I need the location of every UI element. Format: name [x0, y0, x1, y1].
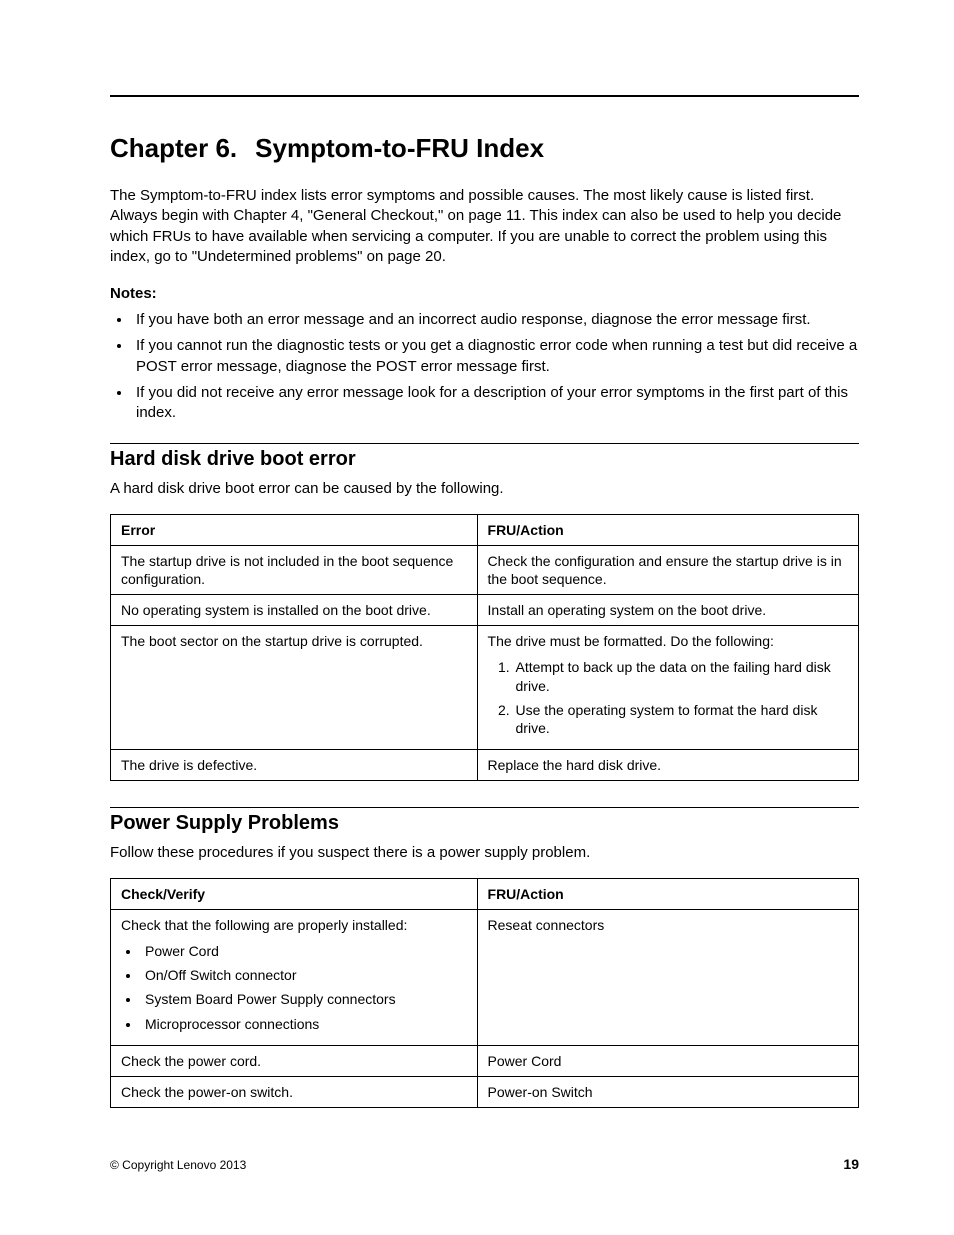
check-item: Microprocessor connections — [141, 1015, 467, 1033]
note-item: If you did not receive any error message… — [132, 383, 859, 424]
check-item: On/Off Switch connector — [141, 966, 467, 984]
chapter-title: Chapter 6. Symptom-to-FRU Index — [110, 133, 859, 164]
table-cell-action: Replace the hard disk drive. — [477, 750, 858, 781]
table-cell-error: The boot sector on the startup drive is … — [111, 626, 478, 750]
page-footer: © Copyright Lenovo 2013 19 — [110, 1156, 859, 1172]
table-cell-action: Reseat connectors — [477, 909, 858, 1045]
section-rule — [110, 807, 859, 808]
section-intro-psu: Follow these procedures if you suspect t… — [110, 843, 859, 863]
action-intro: The drive must be formatted. Do the foll… — [488, 633, 774, 649]
notes-list: If you have both an error message and an… — [110, 310, 859, 423]
table-header-row: Check/Verify FRU/Action — [111, 878, 859, 909]
section-rule — [110, 443, 859, 444]
check-item: Power Cord — [141, 942, 467, 960]
table-header-action: FRU/Action — [477, 878, 858, 909]
table-row: Check the power cord. Power Cord — [111, 1045, 859, 1076]
table-row: Check that the following are properly in… — [111, 909, 859, 1045]
table-row: The drive is defective. Replace the hard… — [111, 750, 859, 781]
table-hdd: Error FRU/Action The startup drive is no… — [110, 514, 859, 782]
table-header-row: Error FRU/Action — [111, 514, 859, 545]
table-cell-check: Check that the following are properly in… — [111, 909, 478, 1045]
check-item: System Board Power Supply connectors — [141, 990, 467, 1008]
table-cell-action: Install an operating system on the boot … — [477, 595, 858, 626]
table-row: The boot sector on the startup drive is … — [111, 626, 859, 750]
action-step: Attempt to back up the data on the faili… — [514, 658, 848, 694]
chapter-title-text: Symptom-to-FRU Index — [255, 133, 544, 163]
table-row: The startup drive is not included in the… — [111, 545, 859, 594]
table-cell-check: Check the power cord. — [111, 1045, 478, 1076]
footer-copyright: © Copyright Lenovo 2013 — [110, 1158, 246, 1172]
table-header-action: FRU/Action — [477, 514, 858, 545]
note-item: If you have both an error message and an… — [132, 310, 859, 330]
section-title-hdd: Hard disk drive boot error — [110, 448, 859, 471]
chapter-number: Chapter 6. — [110, 133, 237, 163]
table-cell-action: Power Cord — [477, 1045, 858, 1076]
table-cell-action: The drive must be formatted. Do the foll… — [477, 626, 858, 750]
check-intro: Check that the following are properly in… — [121, 917, 407, 933]
table-cell-action: Power-on Switch — [477, 1076, 858, 1107]
table-header-check: Check/Verify — [111, 878, 478, 909]
check-items: Power Cord On/Off Switch connector Syste… — [121, 942, 467, 1033]
action-steps: Attempt to back up the data on the faili… — [488, 658, 848, 737]
table-cell-action: Check the configuration and ensure the s… — [477, 545, 858, 594]
table-row: No operating system is installed on the … — [111, 595, 859, 626]
table-cell-check: Check the power-on switch. — [111, 1076, 478, 1107]
section-title-psu: Power Supply Problems — [110, 812, 859, 835]
chapter-intro: The Symptom-to-FRU index lists error sym… — [110, 186, 859, 267]
table-psu: Check/Verify FRU/Action Check that the f… — [110, 878, 859, 1109]
page-content: Chapter 6. Symptom-to-FRU Index The Sympt… — [0, 0, 954, 1108]
table-cell-error: No operating system is installed on the … — [111, 595, 478, 626]
section-intro-hdd: A hard disk drive boot error can be caus… — [110, 479, 859, 499]
action-step: Use the operating system to format the h… — [514, 701, 848, 737]
top-rule — [110, 95, 859, 97]
note-item: If you cannot run the diagnostic tests o… — [132, 336, 859, 377]
table-cell-error: The drive is defective. — [111, 750, 478, 781]
table-header-error: Error — [111, 514, 478, 545]
notes-label: Notes: — [110, 285, 859, 302]
table-cell-error: The startup drive is not included in the… — [111, 545, 478, 594]
footer-page-number: 19 — [843, 1156, 859, 1172]
table-row: Check the power-on switch. Power-on Swit… — [111, 1076, 859, 1107]
